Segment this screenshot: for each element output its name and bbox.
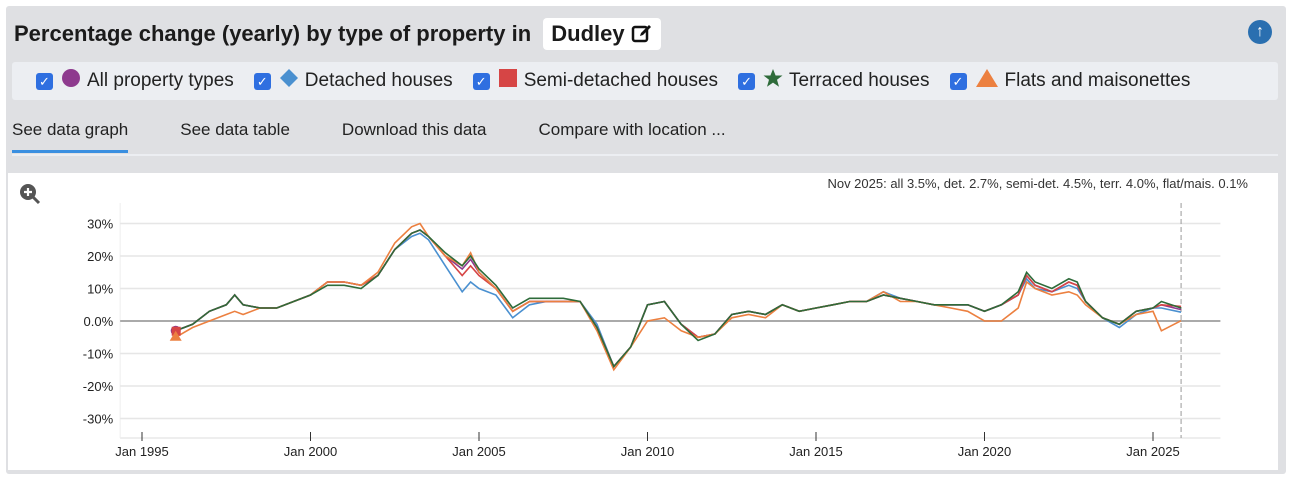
legend-label: Semi-detached houses [523, 70, 719, 91]
checkbox[interactable]: ✓ [738, 72, 756, 90]
tabs: See data graph See data table Download t… [12, 118, 778, 153]
legend-label: Flats and maisonettes [1004, 70, 1191, 91]
series-line-4 [175, 222, 1182, 372]
tab-see-data-table[interactable]: See data table [180, 120, 290, 139]
series-line-0 [175, 229, 1182, 368]
diamond-marker-icon [279, 68, 299, 94]
y-tick-label: 0.0% [84, 314, 114, 329]
legend-label: Terraced houses [789, 70, 930, 91]
legend-item-circle[interactable]: ✓ All property types [36, 68, 234, 94]
y-tick-label: -30% [83, 412, 114, 427]
chart-annotation: Nov 2025: all 3.5%, det. 2.7%, semi-det.… [827, 176, 1248, 191]
tab-see-data-graph[interactable]: See data graph [12, 118, 129, 153]
y-tick-label: 20% [87, 249, 113, 264]
divider [12, 154, 1278, 156]
tab-download-data[interactable]: Download this data [341, 120, 487, 139]
series-line-1 [175, 232, 1182, 369]
x-tick-label: Jan 2000 [284, 444, 338, 459]
checkbox[interactable]: ✓ [949, 72, 967, 90]
chart-panel: Percentage change (yearly) by type of pr… [6, 6, 1286, 474]
square-marker-icon [498, 68, 518, 94]
legend-item-square[interactable]: ✓ Semi-detached houses [472, 68, 719, 94]
arrow-up-circle-icon[interactable]: ↑ [1248, 20, 1272, 44]
legend-item-star[interactable]: ✓ Terraced houses [738, 68, 930, 94]
title-text: Percentage change (yearly) by type of pr… [14, 21, 532, 46]
x-tick-label: Jan 2020 [958, 444, 1012, 459]
x-tick-label: Jan 2005 [452, 444, 506, 459]
location-selector[interactable]: Dudley [543, 18, 661, 50]
tab-compare-location[interactable]: Compare with location ... [538, 120, 726, 139]
y-tick-label: 30% [87, 217, 113, 232]
checkbox[interactable]: ✓ [253, 72, 271, 90]
plot-area: Nov 2025: all 3.5%, det. 2.7%, semi-det.… [8, 173, 1278, 470]
checkbox[interactable]: ✓ [36, 72, 53, 90]
legend-label: All property types [87, 70, 234, 91]
page-title: Percentage change (yearly) by type of pr… [14, 18, 661, 50]
series-start-marker [169, 330, 182, 341]
checkbox[interactable]: ✓ [472, 72, 490, 90]
legend-item-diamond[interactable]: ✓ Detached houses [253, 68, 453, 94]
x-tick-label: Jan 1995 [115, 444, 169, 459]
x-tick-label: Jan 2010 [621, 444, 675, 459]
circle-marker-icon [61, 68, 81, 94]
series-start-marker [171, 326, 181, 336]
y-tick-label: -20% [83, 379, 114, 394]
x-tick-label: Jan 2025 [1126, 444, 1180, 459]
line-chart: Nov 2025: all 3.5%, det. 2.7%, semi-det.… [20, 176, 1248, 459]
zoom-icon[interactable] [20, 184, 41, 205]
legend: ✓ All property types ✓ Detached houses ✓ Semi… [12, 62, 1278, 100]
y-tick-label: 10% [87, 282, 113, 297]
series-line-2 [175, 229, 1182, 368]
triangle-marker-icon [975, 68, 999, 94]
legend-label: Detached houses [304, 70, 453, 91]
y-tick-label: -10% [83, 347, 114, 362]
star-marker-icon [763, 68, 783, 94]
legend-item-triangle[interactable]: ✓ Flats and maisonettes [949, 68, 1191, 94]
x-tick-label: Jan 2015 [789, 444, 843, 459]
edit-icon [631, 25, 651, 43]
location-name: Dudley [551, 21, 625, 46]
series-line-3 [175, 229, 1182, 368]
